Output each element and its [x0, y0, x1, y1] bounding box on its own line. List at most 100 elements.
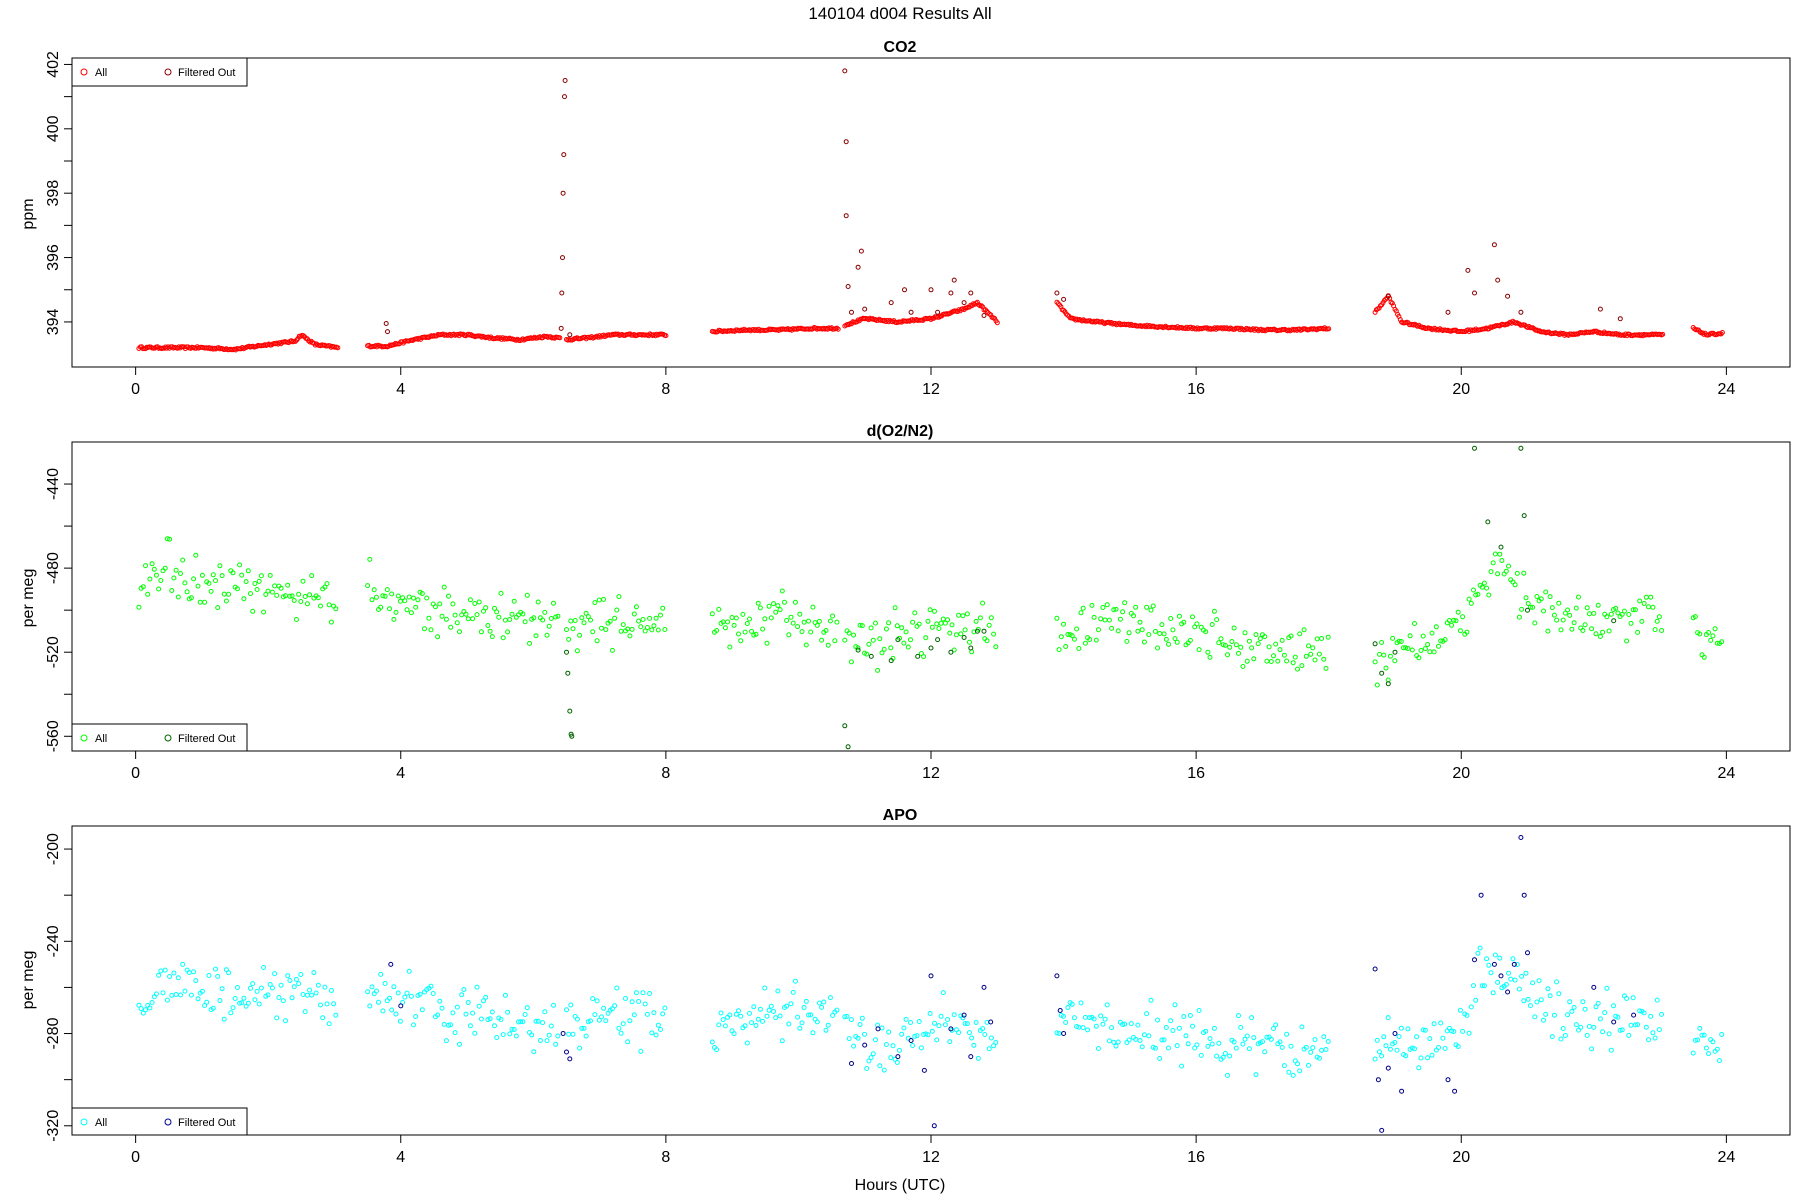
apo-point: [1606, 1031, 1612, 1037]
apo-point: [1436, 1045, 1441, 1050]
apo-point: [973, 1020, 979, 1025]
o2n2-filtered-point: [974, 628, 980, 634]
apo-point: [792, 978, 798, 984]
o2n2-point: [1310, 645, 1316, 651]
apo-point: [1172, 1002, 1178, 1008]
apo-point: [1569, 1008, 1575, 1014]
o2n2-point: [1532, 620, 1538, 626]
o2n2-legend: All Filtered Out: [71, 723, 248, 752]
apo-point: [1604, 985, 1610, 991]
o2n2-point: [1719, 639, 1725, 645]
apo-point: [221, 1016, 227, 1022]
o2n2-point: [369, 597, 375, 603]
o2n2-point: [167, 536, 173, 542]
apo-point: [162, 967, 168, 973]
o2n2-point: [1464, 629, 1470, 635]
o2n2-point: [272, 583, 278, 589]
apo-point: [326, 1021, 332, 1027]
apo-point: [1098, 1013, 1104, 1019]
co2-point: [663, 333, 669, 339]
o2n2-point: [1582, 622, 1588, 628]
o2n2-point: [476, 599, 482, 605]
apo-point: [393, 1011, 399, 1017]
apo-point: [738, 1013, 744, 1019]
o2n2-point: [1527, 604, 1533, 610]
apo-point: [289, 995, 295, 1001]
o2n2-point: [511, 598, 517, 604]
apo-filtered-point: [1385, 1065, 1391, 1071]
apo-point: [382, 981, 388, 986]
apo-point: [620, 1021, 626, 1027]
o2n2-point: [814, 622, 820, 628]
o2n2-legend-filtered-marker: [164, 734, 172, 742]
o2n2-point: [1120, 609, 1126, 615]
apo-filtered-point: [398, 1003, 404, 1009]
o2n2-point: [894, 623, 900, 629]
apo-point: [1069, 1001, 1075, 1007]
o2n2-point: [1652, 627, 1658, 633]
apo-point: [140, 1010, 146, 1016]
apo-point: [164, 997, 170, 1003]
o2n2-point: [873, 620, 878, 626]
apo-point: [267, 982, 273, 987]
apo-point: [1547, 993, 1553, 999]
apo-point: [446, 1022, 451, 1028]
o2n2-point: [382, 593, 388, 599]
co2-filtered-point: [849, 309, 854, 315]
apo-point: [206, 973, 212, 978]
co2-point: [994, 320, 1000, 326]
o2n2-point: [799, 629, 805, 635]
co2-filtered-point: [843, 213, 849, 219]
apo-point: [1225, 1072, 1230, 1078]
co2-point: [974, 299, 980, 305]
apo-axes: 0 4 8 12 16 20 24 -320 -280 -240 -200: [45, 833, 1735, 1166]
apo-point: [631, 1012, 637, 1018]
o2n2-point: [248, 591, 253, 597]
o2n2-point: [1257, 636, 1263, 642]
o2n2-point: [1560, 617, 1566, 623]
apo-point: [311, 970, 317, 976]
apo-point: [546, 1032, 552, 1038]
apo-point: [1385, 1015, 1391, 1021]
o2n2-point: [443, 616, 449, 622]
o2n2-point: [182, 580, 188, 586]
apo-point: [764, 1013, 770, 1019]
o2n2-point: [1316, 651, 1322, 657]
o2n2-point: [1541, 608, 1546, 614]
o2n2-point: [291, 598, 297, 603]
o2n2-point: [1606, 628, 1612, 634]
apo-point: [258, 985, 264, 991]
apo-point: [228, 1010, 234, 1016]
o2n2-point: [489, 634, 495, 640]
apo-point: [1271, 1026, 1276, 1031]
co2-filtered-point: [948, 290, 954, 296]
apo-point: [417, 991, 423, 997]
o2n2-point: [470, 616, 476, 622]
co2-filtered-point: [559, 290, 565, 296]
apo-filtered-point: [1399, 1088, 1405, 1094]
apo-point: [1196, 1008, 1202, 1013]
apo-point: [733, 1011, 739, 1017]
apo-point: [1148, 997, 1154, 1003]
o2n2-filtered-point: [948, 649, 954, 655]
apo-point: [1405, 1026, 1411, 1032]
apo-point: [1635, 1022, 1641, 1028]
apo-x-tick-label: 12: [922, 1149, 940, 1166]
apo-point: [1065, 1005, 1071, 1010]
apo-point: [1695, 1037, 1701, 1043]
o2n2-point: [751, 632, 757, 638]
o2n2-point: [373, 594, 379, 600]
o2n2-point: [1571, 620, 1577, 626]
o2n2-point: [936, 626, 942, 631]
apo-filtered-point: [560, 1031, 566, 1036]
apo-point: [601, 1005, 607, 1011]
o2n2-point: [188, 595, 194, 601]
o2n2-point: [1584, 605, 1590, 611]
o2n2-point: [1122, 600, 1128, 606]
apo-filtered-point: [1392, 1031, 1398, 1036]
apo-point: [1308, 1049, 1314, 1055]
apo-legend-all-marker: [80, 1118, 88, 1126]
o2n2-point: [465, 616, 471, 622]
o2n2-point: [147, 576, 153, 582]
o2n2-point: [747, 616, 752, 622]
